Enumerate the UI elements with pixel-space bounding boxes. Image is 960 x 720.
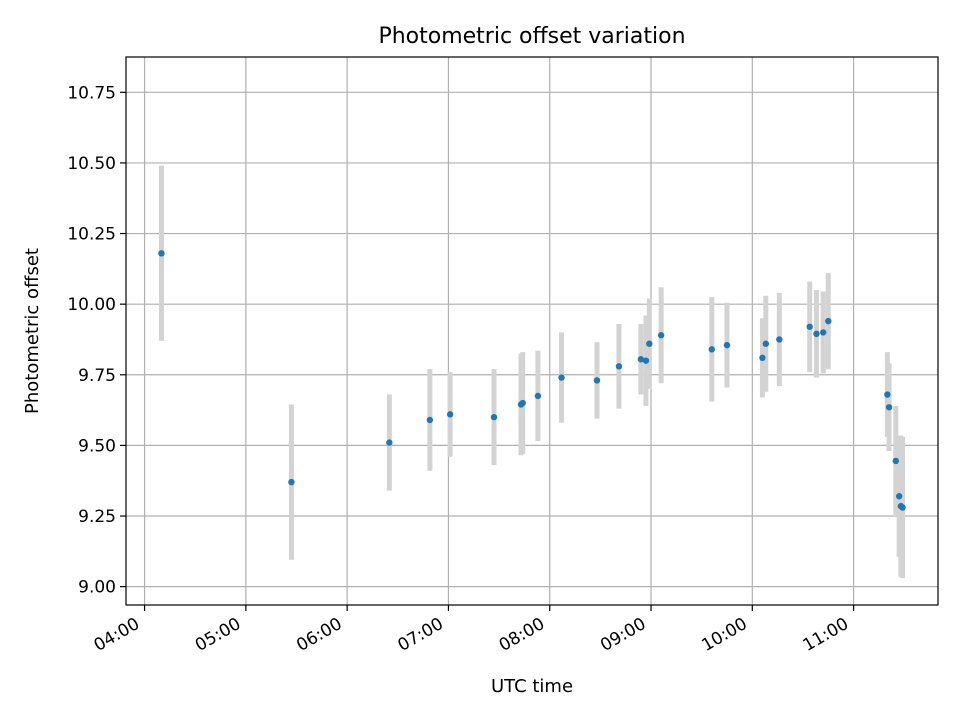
chart-title: Photometric offset variation (378, 24, 685, 49)
data-point (820, 329, 827, 336)
x-tick-label: 10:00 (698, 614, 750, 656)
data-point (899, 504, 906, 511)
data-point (892, 457, 899, 465)
data-point (708, 346, 715, 353)
data-point (158, 250, 165, 257)
axis-ticks: 04:00 05:00 06:00 07:00 08:00 09:00 10:00 11:00… (67, 83, 855, 656)
data-point (519, 399, 526, 407)
x-tick-label: 08:00 (496, 614, 548, 656)
y-tick-label: 9.50 (78, 436, 116, 456)
x-tick-label: 07:00 (395, 614, 447, 656)
data-point (615, 363, 623, 370)
data-points (158, 250, 906, 511)
data-point (776, 336, 783, 343)
data-point (642, 357, 650, 364)
x-tick-label: 04:00 (91, 614, 143, 656)
data-point (490, 413, 498, 421)
data-point (762, 340, 770, 347)
y-tick-label: 10.25 (67, 225, 116, 245)
y-tick-label: 9.25 (78, 507, 116, 527)
data-point (593, 377, 601, 384)
y-tick-label: 9.75 (78, 366, 116, 386)
plot-frame (125, 56, 939, 606)
y-tick-label: 10.50 (67, 154, 116, 174)
data-point (386, 439, 393, 446)
x-tick-label: 05:00 (192, 614, 244, 656)
data-point (723, 341, 731, 349)
data-point (646, 340, 653, 347)
x-axis-label: UTC time (491, 676, 573, 697)
data-point (884, 391, 891, 398)
data-point (558, 374, 565, 381)
data-point (637, 356, 645, 363)
data-point (806, 323, 813, 330)
data-point (534, 392, 542, 400)
y-axis-label: Photometric offset (22, 248, 43, 414)
x-tick-label: 09:00 (597, 614, 649, 656)
data-point (426, 416, 434, 424)
y-tick-label: 10.00 (67, 295, 116, 315)
data-point (288, 478, 295, 486)
y-tick-label: 10.75 (67, 83, 116, 103)
data-point (813, 330, 820, 338)
x-tick-label: 06:00 (293, 614, 345, 656)
x-tick-label: 11:00 (800, 614, 852, 656)
data-point (446, 411, 454, 418)
data-point (825, 317, 832, 325)
data-point (657, 332, 665, 339)
y-tick-label: 9.00 (78, 578, 116, 598)
data-point (885, 404, 893, 411)
data-point (759, 354, 766, 362)
data-point (895, 493, 903, 500)
